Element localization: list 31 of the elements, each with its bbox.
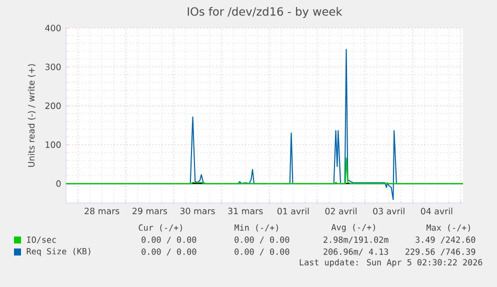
legend-label: IO/sec [27, 236, 56, 244]
x-tick-label: 01 avril [277, 208, 309, 214]
text: 0.00 / 0.00 [142, 248, 196, 256]
text: 206.96m/ 4.13 [324, 248, 388, 256]
text: 229.56 /746.39 [406, 248, 476, 256]
text: 0.00 / 0.00 [234, 248, 290, 256]
line-series [66, 157, 463, 184]
text: 2.98m/191.02m [324, 236, 388, 244]
text: Avg (-/+) [331, 224, 375, 232]
text: Min (-/+) [234, 224, 278, 232]
text: Last update: Sun Apr 5 02:30:22 2026 [300, 258, 482, 268]
y-tick-label: 0 [56, 180, 61, 187]
x-tick-label: 31 mars [228, 208, 263, 214]
x-tick-label: 02 avril [325, 208, 357, 214]
legend-label: Req Size (KB) [26, 248, 90, 256]
y-tick-label: 200 [45, 102, 61, 110]
text: Max (-/+) [426, 224, 470, 232]
text: Cur (-/+) [138, 224, 182, 232]
x-tick-label: 30 mars [180, 208, 215, 214]
y-tick-label: 100 [46, 141, 61, 148]
y-axis-title: Units read (-) / write (+) [28, 64, 36, 167]
x-tick-label: 04 avril [420, 208, 452, 214]
text: 3.49 /242.60 [416, 236, 476, 244]
text: 0.00 / 0.00 [142, 236, 196, 244]
x-tick-label: 28 mars [84, 208, 120, 214]
text: 0.00 / 0.00 [234, 236, 290, 244]
y-tick-label: 300 [45, 64, 61, 70]
chart-title: IOs for /dev/zd16 - by week [188, 6, 342, 18]
y-tick-label: 400 [45, 24, 61, 32]
x-tick-label: 03 avril [373, 208, 404, 214]
x-tick-label: 29 mars [132, 208, 168, 214]
